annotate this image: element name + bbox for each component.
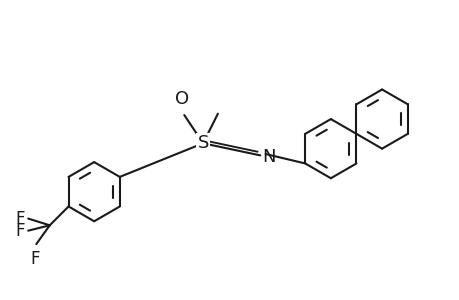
Text: F: F [15,222,25,240]
Text: N: N [262,148,275,166]
Text: F: F [30,250,39,268]
Text: F: F [15,210,25,228]
Text: O: O [174,90,188,108]
Text: S: S [197,134,208,152]
